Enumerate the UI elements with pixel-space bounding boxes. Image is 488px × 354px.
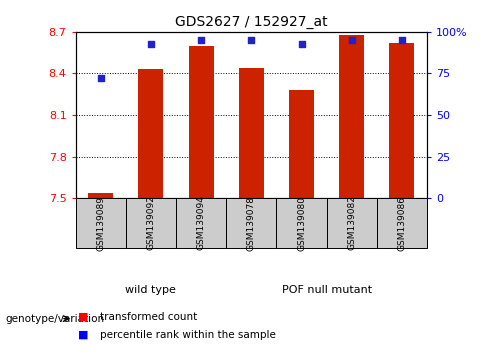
Point (298, 41, 305, 46)
Point (97, 76, 104, 81)
Bar (139, 69, 163, 198)
Text: ■: ■ (78, 312, 88, 322)
Text: GSM139078: GSM139078 (247, 195, 256, 251)
Text: ■: ■ (78, 330, 88, 339)
Point (247, 38, 255, 43)
Text: GSM139082: GSM139082 (347, 195, 356, 251)
Text: GSM139086: GSM139086 (397, 195, 407, 251)
Bar (188, 46, 214, 198)
Bar (289, 90, 314, 198)
Point (147, 41, 155, 46)
Title: GDS2627 / 152927_at: GDS2627 / 152927_at (175, 16, 327, 29)
Bar (176, 198, 226, 248)
Text: GSM139092: GSM139092 (146, 195, 156, 251)
Point (348, 38, 356, 43)
Point (197, 38, 205, 43)
Bar (226, 198, 276, 248)
Bar (339, 35, 364, 198)
Bar (239, 68, 264, 198)
Bar (377, 198, 427, 248)
Bar (76, 198, 126, 248)
Text: GSM139089: GSM139089 (96, 195, 105, 251)
Text: wild type: wild type (125, 285, 176, 295)
Text: GSM139080: GSM139080 (297, 195, 306, 251)
Bar (389, 43, 414, 198)
Point (398, 38, 406, 43)
Text: POF null mutant: POF null mutant (282, 285, 372, 295)
Text: GSM139094: GSM139094 (197, 195, 205, 251)
Text: transformed count: transformed count (100, 312, 197, 322)
Text: percentile rank within the sample: percentile rank within the sample (100, 330, 276, 339)
Bar (326, 198, 377, 248)
Bar (88, 193, 113, 198)
Bar (276, 198, 326, 248)
Text: genotype/variation: genotype/variation (5, 314, 104, 324)
Bar (126, 198, 176, 248)
